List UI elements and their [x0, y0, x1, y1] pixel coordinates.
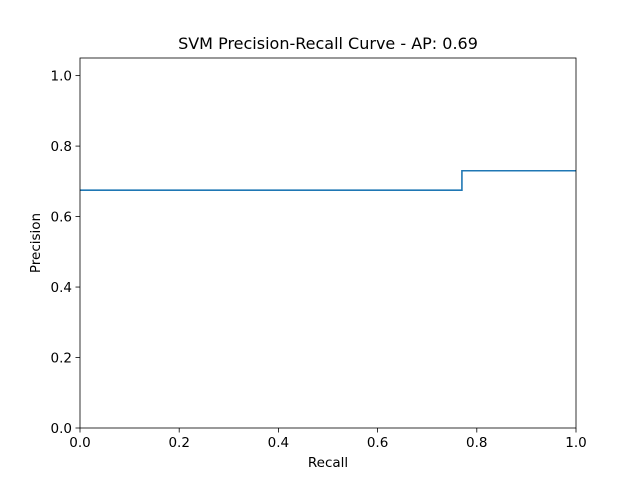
series-line-pr-curve — [80, 169, 576, 191]
y-tick-label: 0.8 — [51, 139, 72, 155]
x-tick-label: 1.0 — [565, 435, 586, 451]
chart-title: SVM Precision-Recall Curve - AP: 0.69 — [178, 34, 478, 53]
plot-frame — [79, 57, 577, 429]
x-tick-label: 0.4 — [268, 435, 289, 451]
x-tick-label: 0.0 — [69, 435, 90, 451]
y-tick-label: 1.0 — [51, 69, 72, 85]
x-tick-label: 0.6 — [367, 435, 388, 451]
y-tick-label: 0.2 — [51, 351, 72, 367]
x-tick-label: 0.2 — [168, 435, 189, 451]
y-axis-ticks: 0.0 0.2 0.4 0.6 0.8 1.0 — [51, 69, 80, 437]
y-tick-label: 0.0 — [51, 421, 72, 437]
x-axis-label: Recall — [308, 455, 348, 471]
y-tick-label: 0.4 — [51, 280, 72, 296]
y-axis-label: Precision — [28, 213, 44, 273]
plot-area — [79, 57, 577, 429]
x-tick-label: 0.8 — [466, 435, 487, 451]
plot-background — [80, 58, 576, 428]
y-tick-label: 0.6 — [51, 210, 72, 226]
x-axis-ticks: 0.0 0.2 0.4 0.6 0.8 1.0 — [69, 428, 587, 451]
